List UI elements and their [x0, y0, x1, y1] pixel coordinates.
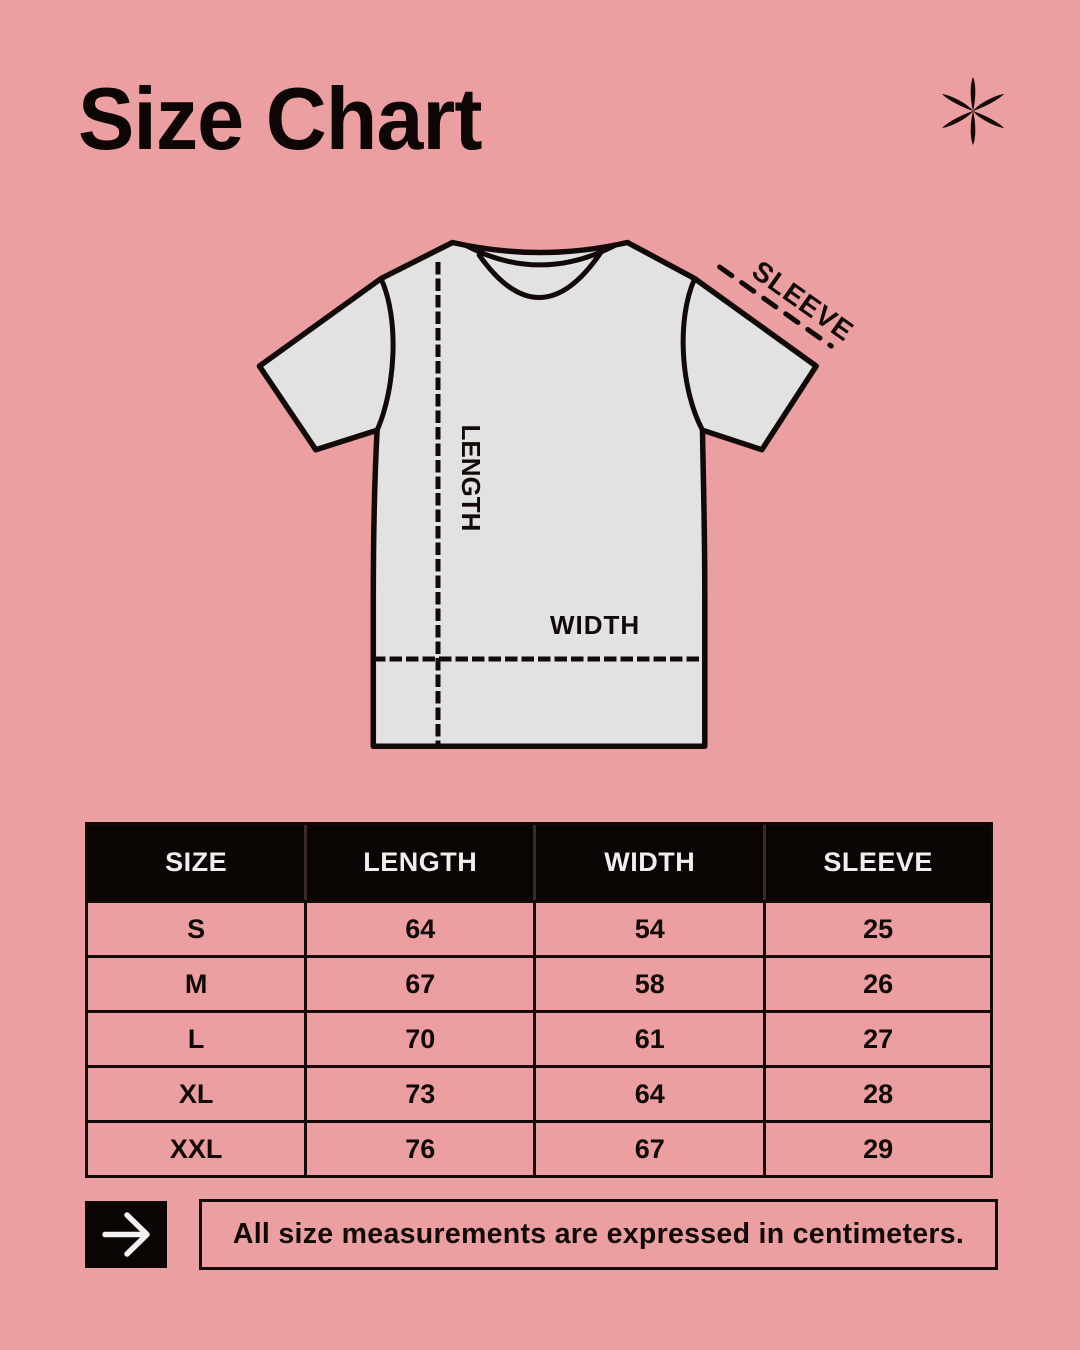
- svg-text:WIDTH: WIDTH: [550, 610, 640, 640]
- svg-text:LENGTH: LENGTH: [456, 425, 486, 532]
